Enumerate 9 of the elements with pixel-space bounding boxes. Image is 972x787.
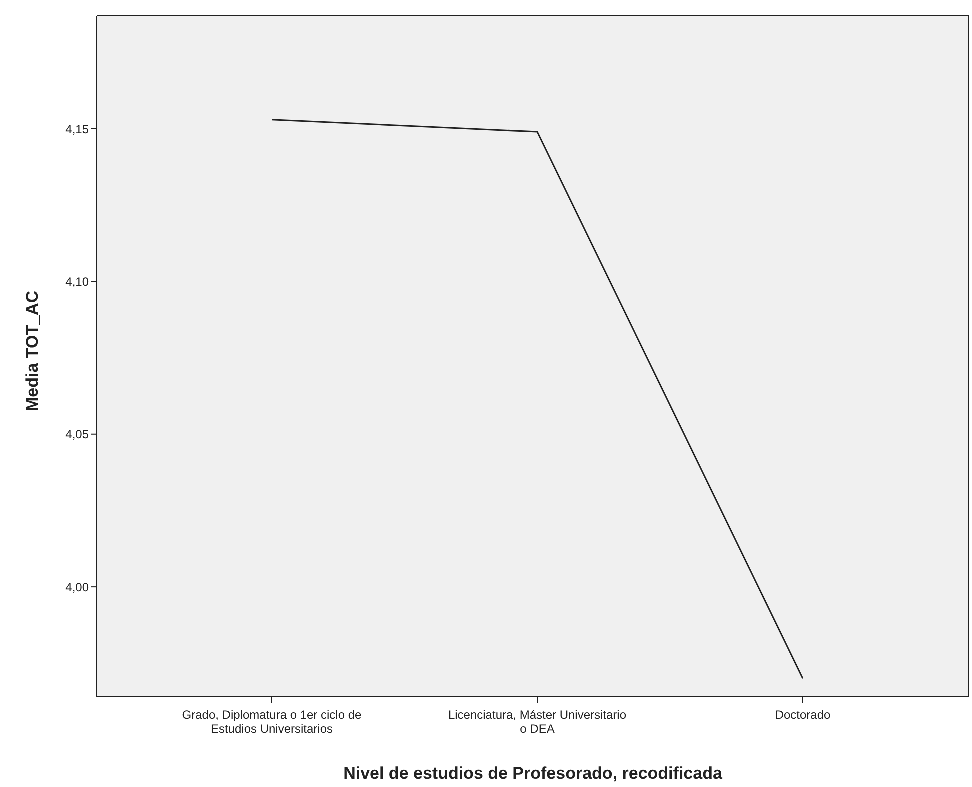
x-tick-label: Doctorado [775,708,832,722]
y-tick-label: 4,10 [66,274,90,289]
y-tick-label: 4,00 [66,580,90,594]
x-axis-title: Nivel de estudios de Profesorado, recodificada [344,764,723,783]
x-tick-label: Licenciatura, Máster Universitario o DEA [448,708,627,736]
y-tick-label: 4,15 [66,122,90,136]
x-tick-label: Grado, Diplomatura o 1er ciclo de Estudios Universitarios [182,708,362,736]
y-tick-label: 4,05 [66,428,90,442]
y-axis-title: Media TOT_AC [23,290,42,412]
